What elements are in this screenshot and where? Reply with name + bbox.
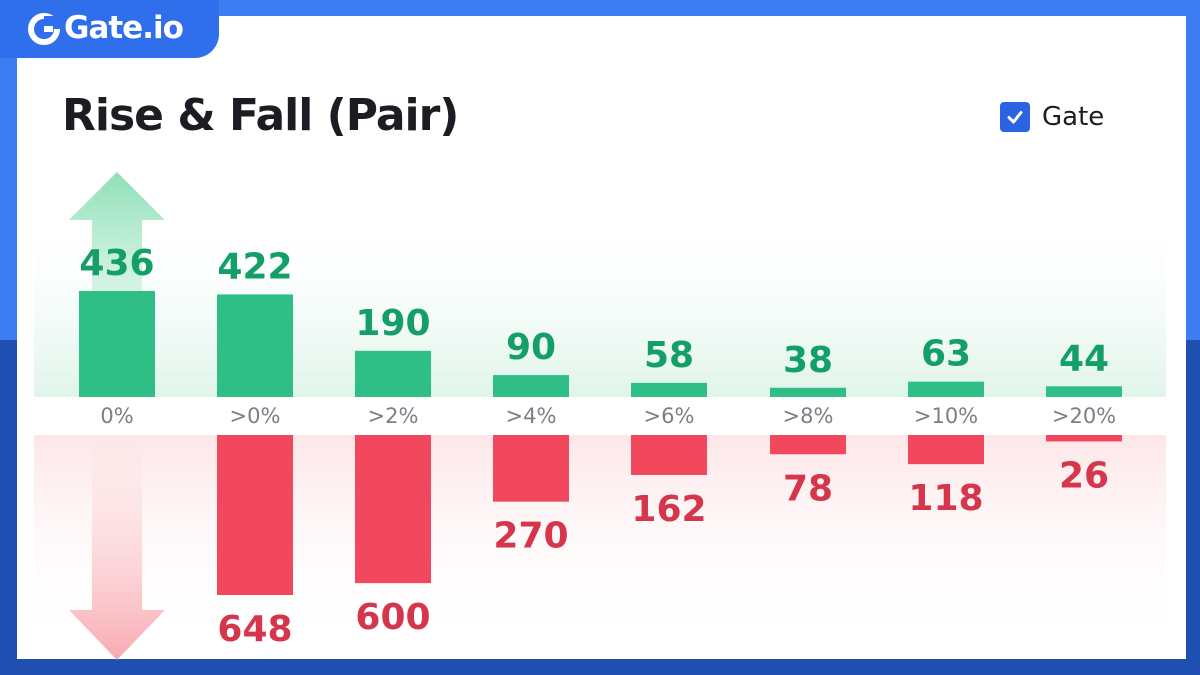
fall-bar: [493, 435, 569, 502]
x-tick-label: 0%: [100, 404, 133, 428]
fall-bar: [770, 435, 846, 455]
fall-bar: [1046, 435, 1122, 442]
x-tick-label: >6%: [644, 404, 695, 428]
rise-value-label: 38: [783, 340, 833, 381]
gate-logo-icon: [28, 13, 60, 45]
fall-arrow-icon: [69, 440, 165, 660]
check-icon: [1007, 111, 1023, 124]
fall-value-label: 600: [355, 597, 430, 638]
brand-logo-text: Gate.io: [64, 10, 184, 46]
legend[interactable]: Gate: [1000, 101, 1104, 133]
fall-value-label: 26: [1059, 455, 1109, 496]
rise-bar: [217, 294, 293, 397]
x-tick-label: >0%: [230, 404, 281, 428]
x-tick-label: >20%: [1052, 404, 1116, 428]
legend-checkbox[interactable]: [1000, 102, 1030, 132]
fall-band: [34, 435, 1166, 649]
x-tick-label: >2%: [368, 404, 419, 428]
rise-value-label: 422: [217, 246, 292, 287]
fall-value-label: 118: [908, 478, 983, 519]
rise-value-label: 436: [79, 243, 154, 284]
rise-value-label: 190: [355, 303, 430, 344]
rise-bar: [355, 350, 431, 397]
rise-bar: [908, 381, 984, 397]
x-tick-label: >8%: [783, 404, 834, 428]
fall-bar: [217, 435, 293, 595]
rise-value-label: 58: [644, 335, 694, 376]
legend-label: Gate: [1042, 102, 1105, 132]
rise-bar: [493, 375, 569, 397]
fall-value-label: 648: [217, 609, 292, 650]
fall-value-label: 162: [631, 489, 706, 530]
x-tick-label: >4%: [506, 404, 557, 428]
x-tick-label: >10%: [914, 404, 978, 428]
rise-value-label: 90: [506, 327, 556, 368]
fall-bar: [631, 435, 707, 475]
fall-bar: [355, 435, 431, 584]
rise-bar: [79, 291, 155, 397]
rise-value-label: 44: [1059, 338, 1109, 379]
rise-bar: [1046, 386, 1122, 397]
rise-bar: [631, 382, 707, 397]
fall-value-label: 270: [493, 516, 568, 557]
page-title: Rise & Fall (Pair): [62, 90, 459, 141]
brand-tab: Gate.io: [0, 0, 219, 58]
fall-bar: [908, 435, 984, 465]
fall-value-label: 78: [783, 468, 833, 509]
rise-bar: [770, 387, 846, 397]
rise-band: [34, 205, 1166, 397]
rise-value-label: 63: [921, 334, 971, 375]
